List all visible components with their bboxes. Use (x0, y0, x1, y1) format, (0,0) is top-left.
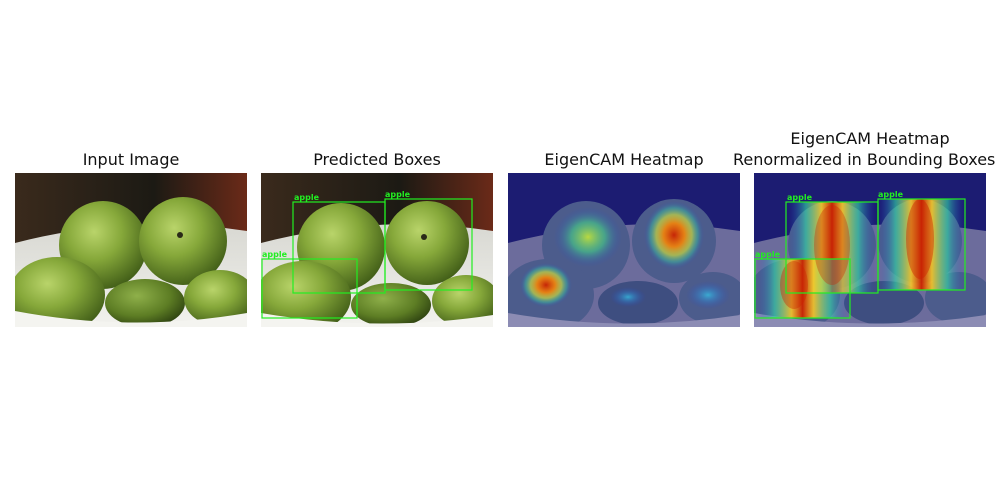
detection-label: apple (755, 250, 781, 259)
panel-title-predicted: Predicted Boxes (313, 150, 441, 169)
input-image (15, 173, 247, 327)
predicted-boxes-image: apple apple apple (261, 173, 493, 327)
panel-title-input: Input Image (82, 150, 180, 169)
detection-box (261, 198, 473, 319)
heatmap-image (508, 173, 740, 327)
renormalized-heatmap-image: apple apple apple (754, 173, 986, 327)
detection-label: apple (294, 193, 320, 202)
panel-title-renormalized-line2: Renormalized in Bounding Boxes (733, 150, 996, 169)
detection-box (754, 198, 966, 319)
detection-label: apple (385, 190, 411, 199)
detection-label: apple (262, 250, 288, 259)
panel-title-heatmap: EigenCAM Heatmap (544, 150, 704, 169)
detection-label: apple (878, 190, 904, 199)
detection-label: apple (787, 193, 813, 202)
panel-title-renormalized-line1: EigenCAM Heatmap (790, 129, 950, 148)
